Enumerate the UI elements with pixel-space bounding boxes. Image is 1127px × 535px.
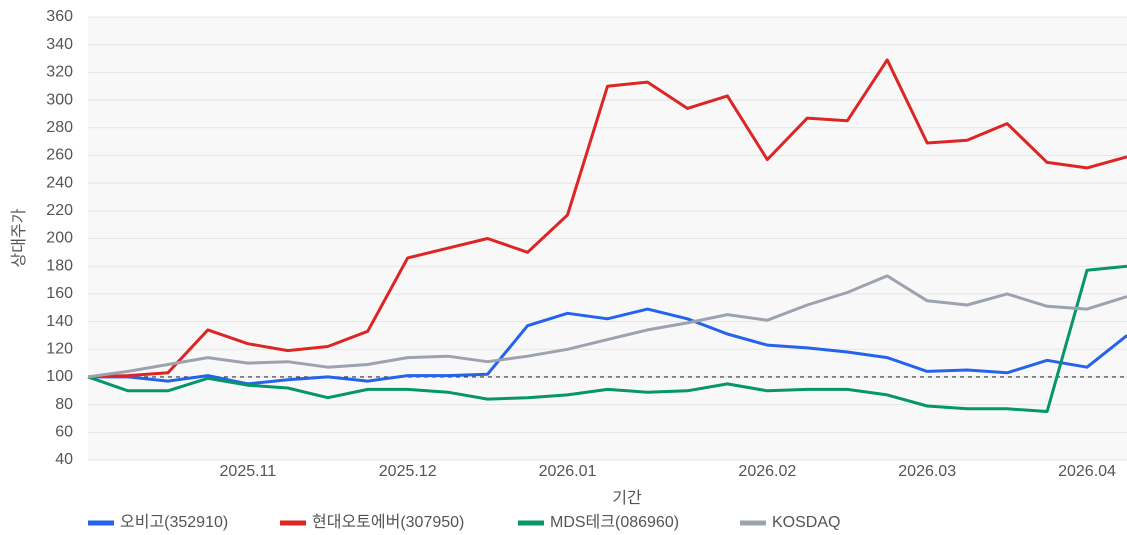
y-tick-label: 280 <box>46 119 73 136</box>
y-tick-label: 340 <box>46 36 73 53</box>
y-axis-title: 상대주가 <box>10 208 28 267</box>
y-tick-label: 360 <box>46 8 73 25</box>
line-series <box>87 264 1127 413</box>
y-tick-label: 160 <box>46 285 73 302</box>
legend-swatch <box>518 520 544 526</box>
x-tick-label: 2026.04 <box>1058 463 1116 480</box>
y-tick-label: 300 <box>46 91 73 108</box>
y-tick-label: 120 <box>46 340 73 357</box>
y-tick-label: 220 <box>46 202 73 219</box>
y-tick-label: 180 <box>46 257 73 274</box>
y-tick-label: 40 <box>55 451 73 468</box>
y-tick-label: 100 <box>46 368 73 385</box>
x-tick-label: 2025.12 <box>379 463 437 480</box>
legend-swatch <box>88 520 114 526</box>
y-tick-label: 80 <box>55 396 73 413</box>
legend-swatch <box>740 520 766 526</box>
y-tick-label: 60 <box>55 424 73 441</box>
x-axis-title: 기간 <box>612 489 642 507</box>
y-tick-label: 140 <box>46 313 73 330</box>
x-tick-label: 2026.03 <box>898 463 956 480</box>
line-series <box>87 274 1127 379</box>
legend-swatch <box>280 520 306 526</box>
legend-label: 현대오토에버(307950) <box>312 513 464 531</box>
legend-label: KOSDAQ <box>772 514 840 531</box>
x-tick-label: 2026.01 <box>539 463 597 480</box>
x-tick-label: 2026.02 <box>738 463 796 480</box>
line-series <box>87 58 1127 379</box>
legend-label: 오비고(352910) <box>120 513 228 531</box>
line-series <box>88 307 1127 386</box>
y-tick-label: 200 <box>46 230 73 247</box>
y-tick-label: 260 <box>46 147 73 164</box>
y-tick-label: 320 <box>46 64 73 81</box>
x-tick-label: 2025.11 <box>220 463 277 480</box>
y-tick-label: 240 <box>46 174 73 191</box>
legend-label: MDS테크(086960) <box>550 513 679 531</box>
